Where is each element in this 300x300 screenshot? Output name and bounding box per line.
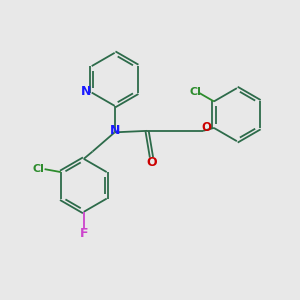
Text: Cl: Cl	[190, 87, 201, 97]
Text: F: F	[80, 227, 88, 240]
Text: O: O	[147, 156, 158, 169]
Text: N: N	[110, 124, 120, 137]
Text: N: N	[81, 85, 92, 98]
Text: Cl: Cl	[32, 164, 44, 173]
Text: O: O	[202, 121, 212, 134]
